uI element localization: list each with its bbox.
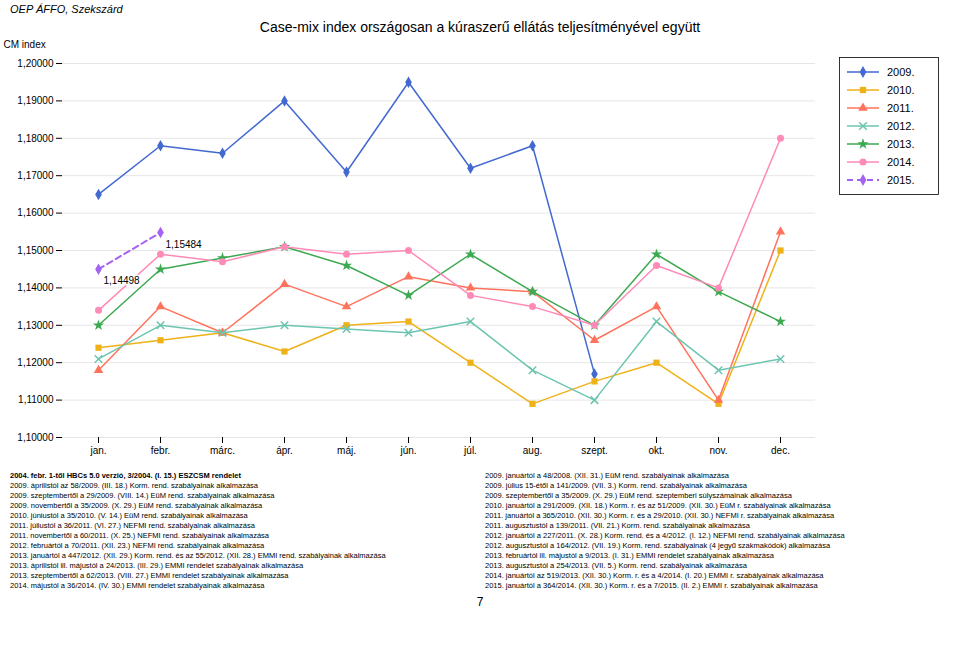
html-text:2014. májustól a 36/2014. (IV.: 2014. májustól a 36/2014. (IV. 30.) EMMI… [10,581,265,590]
svg-text:1,14498: 1,14498 [104,275,141,286]
html-text:2011. augusztustól a 139/2011.: 2011. augusztustól a 139/2011. (VII. 21.… [485,521,750,530]
svg-text:2009.: 2009. [887,66,915,78]
svg-text:1,18000: 1,18000 [17,133,54,144]
html-text:2009. szeptembertől a 35/2009.: 2009. szeptembertől a 35/2009. (X. 29.) … [485,491,792,500]
html-text:2011. januártól a 365/2010. (X: 2011. januártól a 365/2010. (XII. 30.) K… [485,511,835,520]
svg-text:aug.: aug. [523,445,542,456]
html-text:2013. szeptembertől a 62/2013.: 2013. szeptembertől a 62/2013. (VIII. 27… [10,571,289,580]
svg-text:2015.: 2015. [887,174,915,186]
html-text:2015. januártól a 364/2014. (X: 2015. januártól a 364/2014. (XII. 30.) K… [485,581,818,590]
svg-text:1,20000: 1,20000 [17,58,54,69]
svg-text:1,15484: 1,15484 [166,239,203,250]
svg-text:1,17000: 1,17000 [17,170,54,181]
svg-text:febr.: febr. [151,445,170,456]
svg-text:jún.: jún. [399,445,416,456]
html-text:2013. januártól a 447/2012. (X: 2013. januártól a 447/2012. (XII. 29.) K… [10,551,386,560]
html-text:7: 7 [476,595,484,609]
html-text:2013. augusztustól a 254/2013.: 2013. augusztustól a 254/2013. (VII. 5.)… [485,561,747,570]
html-text:2014. januártól az 519/2013. (: 2014. januártól az 519/2013. (XII. 30.) … [485,571,824,580]
svg-text:szept.: szept. [581,445,608,456]
html-text:2009. július 15-étől a 141/200: 2009. július 15-étől a 141/2009. (VII. 3… [485,481,747,490]
html-text:2012. januártól a 227/2011. (X: 2012. januártól a 227/2011. (X. 28.) Kor… [485,531,845,540]
html-text:2010. januártól a 291/2009. (X: 2010. januártól a 291/2009. (XII. 18.) K… [485,501,831,510]
html-text:2012. augusztustól a 164/2012.: 2012. augusztustól a 164/2012. (VII. 19.… [485,541,831,550]
html-text:2013. áprilistól ill. májustól: 2013. áprilistól ill. májustól a 24/2013… [10,561,304,570]
html-text:Case-mix index országosan a kú: Case-mix index országosan a kúraszerű el… [259,19,701,35]
svg-text:2012.: 2012. [887,120,915,132]
svg-text:2013.: 2013. [887,138,915,150]
svg-text:1,15000: 1,15000 [17,245,54,256]
svg-text:júl.: júl. [463,445,477,456]
html-text:2009. januártól a 48/2008. (XI: 2009. januártól a 48/2008. (XII. 31.) Eü… [485,471,729,480]
svg-text:2010.: 2010. [887,84,915,96]
svg-text:ápr.: ápr. [276,445,293,456]
svg-text:okt.: okt. [648,445,664,456]
html-text:2004. febr. 1-től HBCs 5.0 ver: 2004. febr. 1-től HBCs 5.0 verzió, 3/200… [10,471,241,480]
svg-text:2014.: 2014. [887,156,915,168]
svg-text:1,19000: 1,19000 [17,95,54,106]
html-text:2009. novembertől a 35/2009. (: 2009. novembertől a 35/2009. (X. 29.) Eü… [10,501,263,510]
svg-text:márc.: márc. [210,445,235,456]
svg-text:1,12000: 1,12000 [17,357,54,368]
html-text:2013. februártól ill. májustól: 2013. februártól ill. májustól a 9/2013.… [485,551,774,560]
svg-text:CM index: CM index [4,39,46,50]
svg-text:1,10000: 1,10000 [17,432,54,443]
svg-text:2011.: 2011. [887,102,914,114]
html-text:2010. júniustól a 35/2010. (V.: 2010. júniustól a 35/2010. (V. 14.) EüM … [10,511,248,520]
svg-text:jan.: jan. [89,445,106,456]
svg-text:1,16000: 1,16000 [17,207,54,218]
svg-text:dec.: dec. [771,445,790,456]
svg-text:1,14000: 1,14000 [17,282,54,293]
svg-text:nov.: nov. [709,445,727,456]
html-text:OEP ÁFFO, Szekszárd: OEP ÁFFO, Szekszárd [10,3,123,15]
svg-text:1,13000: 1,13000 [17,320,54,331]
html-text:2009. szeptembertől a 29/2009.: 2009. szeptembertől a 29/2009. (VIII. 14… [10,491,275,500]
html-text:2009. áprilistól az 58/2009. (: 2009. áprilistól az 58/2009. (III. 18.) … [10,481,258,490]
html-text:2011. novembertől a 60/2011. (: 2011. novembertől a 60/2011. (X. 25.) NE… [10,531,269,540]
html-text:2012. februártól a 70/2011. (X: 2012. februártól a 70/2011. (XII. 23.) N… [10,541,265,550]
svg-text:1,11000: 1,11000 [18,394,54,405]
html-text:2011. júliustól a 36/2011. (VI: 2011. júliustól a 36/2011. (VI. 27.) NEF… [10,521,255,530]
svg-text:máj.: máj. [337,445,356,456]
